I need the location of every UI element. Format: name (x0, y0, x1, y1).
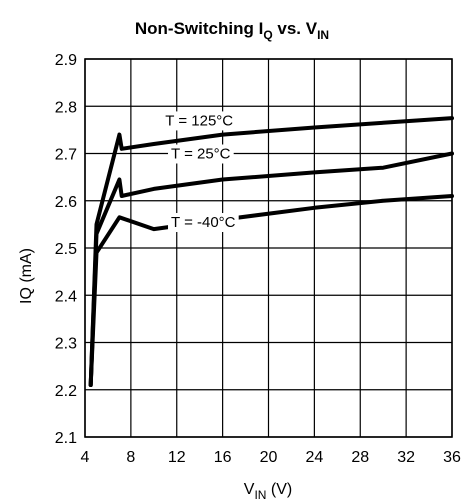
y-axis-label: IQ (mA) (18, 248, 35, 304)
x-tick-label: 4 (81, 449, 90, 466)
ticks: 4 8 12 16 20 24 28 32 36 2.1 2.2 2.3 2.4 2.5 2.6 2.7 2.8… (55, 52, 461, 466)
series-label-background (168, 213, 239, 233)
x-tick-label: 20 (260, 449, 278, 466)
title-sub-q: Q (263, 28, 272, 42)
series-label: T = -40°C (171, 214, 236, 231)
series-label-background (162, 111, 237, 131)
y-tick-label: 2.2 (55, 383, 77, 400)
title-main: Non-Switching I (135, 19, 263, 38)
y-tick-label: 2.3 (55, 336, 77, 353)
series-line (88, 151, 454, 387)
y-tick-label: 2.4 (55, 288, 77, 305)
plot-frame (84, 58, 453, 438)
y-tick-label: 2.6 (55, 194, 77, 211)
series-line (88, 194, 454, 387)
y-tick-label: 2.7 (55, 147, 77, 164)
series-label: T = 125°C (165, 112, 233, 129)
x-tick-label: 28 (351, 449, 369, 466)
x-tick-label: 12 (168, 449, 186, 466)
series-label: T = 25°C (171, 146, 231, 163)
chart-title: Non-Switching IQ vs. VIN (135, 19, 329, 42)
grid (84, 58, 453, 438)
series-labels: T = 125°C T = 25°C T = -40°C (162, 111, 239, 233)
y-tick-label: 2.8 (55, 99, 77, 116)
series-label-background (168, 144, 234, 164)
x-tick-label: 8 (126, 449, 135, 466)
x-tick-label: 32 (397, 449, 415, 466)
title-sub-in: IN (317, 28, 329, 42)
y-tick-label: 2.9 (55, 52, 77, 69)
x-tick-label: 36 (443, 449, 461, 466)
series-line (88, 116, 454, 387)
x-label-unit: (V) (266, 481, 292, 498)
x-tick-label: 16 (214, 449, 232, 466)
y-tick-label: 2.5 (55, 241, 77, 258)
title-mid: vs. V (273, 19, 318, 38)
x-axis-label: VIN (V) (244, 481, 292, 502)
curves (88, 116, 454, 387)
x-tick-label: 24 (305, 449, 323, 466)
x-label-sub: IN (254, 488, 266, 502)
x-label-main: V (244, 481, 255, 498)
y-tick-label: 2.1 (55, 430, 77, 447)
